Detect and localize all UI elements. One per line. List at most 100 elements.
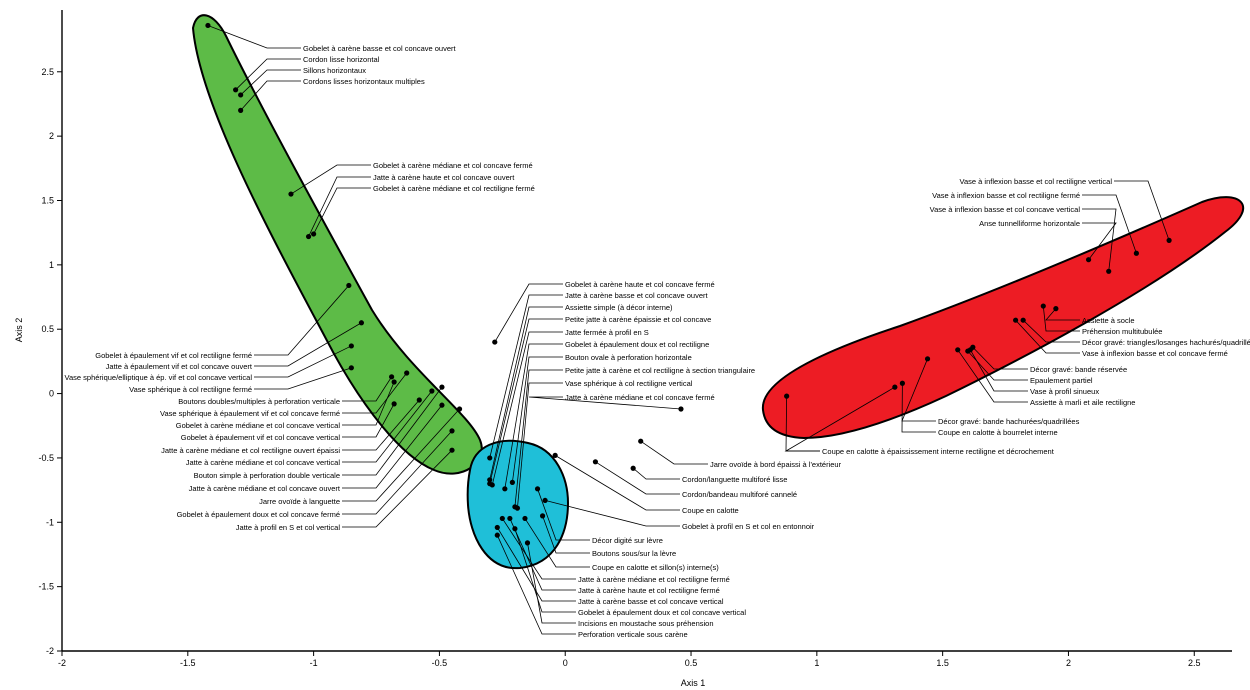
axes [61, 10, 1232, 652]
y-tick-label: 1 [49, 260, 54, 270]
cyan-data-point [502, 486, 508, 492]
green-data-point [416, 397, 422, 403]
point-label: Assiette à socle [1082, 316, 1135, 325]
leader-line [496, 527, 576, 602]
point-label: Jatte à carène médiane et col concave ou… [189, 484, 341, 493]
point-label: Gobelet à carène haute et col concave fe… [565, 280, 715, 289]
point-label: Vase à inflexion basse et col rectiligne… [932, 191, 1080, 200]
leader-line [972, 346, 1028, 370]
green-data-point [233, 87, 239, 93]
red-data-point [1040, 303, 1046, 309]
point-label: Jarre ovoïde à languette [259, 497, 340, 506]
cyan-data-point [499, 515, 505, 522]
axis-ticks: -2 -1.5 -1 -0.5 0 0.5 1 1.5 2 2.5 -2 -1.5 -1 -0.5 0 0.5… [38, 67, 1200, 668]
point-label: Coupe en calotte à épaississement intern… [822, 447, 1055, 456]
green-data-point [439, 402, 445, 408]
leader-line [501, 518, 576, 580]
leader-line [785, 396, 820, 452]
point-label: Bouton ovale à perforation horizontale [565, 353, 692, 362]
data-points [205, 22, 1172, 546]
x-tick-label: 2.5 [1188, 658, 1201, 668]
red-data-point [1133, 250, 1139, 256]
point-label: Jatte fermée à profil en S [565, 328, 649, 337]
red-data-point [1085, 257, 1092, 263]
leader-line [544, 500, 680, 527]
green-data-point [348, 343, 354, 349]
point-label: Coupe en calotte à bourrelet interne [938, 428, 1058, 437]
point-label: Vase sphérique/elliptique à ép. vif et c… [65, 373, 253, 382]
leader-line [542, 515, 590, 554]
leader-line [1082, 208, 1117, 272]
point-label: Préhension multitubulée [1082, 327, 1162, 336]
point-label: Assiette à marli et aile rectiligne [1030, 398, 1135, 407]
point-labels: Gobelet à carène basse et col concave ou… [65, 44, 1250, 639]
leader-line [1082, 194, 1137, 254]
red-data-point [892, 384, 898, 390]
x-tick-label: 1.5 [936, 658, 949, 668]
green-data-point [238, 92, 244, 98]
point-label: Gobelet à épaulement vif et col concave … [181, 433, 341, 442]
cyan-data-point [552, 452, 558, 458]
y-tick-label: -2 [46, 646, 54, 656]
point-label: Perforation verticale sous carène [578, 630, 688, 639]
leader-line [901, 383, 936, 433]
green-data-point [391, 379, 397, 385]
leader-line [342, 403, 395, 438]
point-label: Gobelet à carène médiane et col concave … [176, 421, 341, 430]
leader-line [342, 390, 433, 463]
point-label: Bouton simple à perforation double verti… [194, 471, 340, 480]
green-data-point [311, 231, 317, 237]
green-cluster-hull [191, 14, 483, 475]
green-data-point [288, 191, 294, 197]
point-label: Petite jatte à carène et col rectiligne … [565, 366, 755, 375]
cyan-data-point [512, 526, 518, 532]
leader-line [509, 518, 576, 591]
red-data-point [1166, 237, 1172, 243]
leader-line [640, 440, 708, 465]
y-tick-label: -1 [46, 517, 54, 527]
leader-line [1114, 180, 1170, 241]
cyan-data-point [522, 515, 528, 522]
cyan-data-point [539, 513, 546, 519]
cyan-data-point [492, 339, 498, 345]
red-data-point [1053, 306, 1059, 312]
leader-line [254, 322, 362, 367]
y-tick-label: 0 [49, 389, 54, 399]
point-label: Boutons sous/sur la lèvre [592, 549, 676, 558]
point-label: Cordons lisses horizontaux multiples [303, 77, 425, 86]
point-label: Vase à profil sinueux [1030, 387, 1099, 396]
leader-line [504, 343, 563, 489]
leader-line [489, 306, 563, 480]
leader-line [342, 381, 395, 426]
leader-line [342, 408, 460, 502]
cyan-data-point [494, 524, 500, 531]
red-data-point [1020, 317, 1026, 323]
point-label: Jatte à carène haute et col rectiligne f… [578, 586, 720, 595]
leader-line [290, 164, 371, 195]
leader-line [537, 488, 590, 541]
leader-line [511, 356, 563, 483]
leader-line [240, 69, 301, 96]
leader-line [1042, 306, 1080, 332]
leader-line [514, 528, 576, 613]
leader-line [254, 285, 350, 356]
leader-line [491, 331, 563, 486]
red-data-point [1013, 317, 1019, 323]
cyan-data-point [630, 465, 636, 471]
point-label: Vase sphérique à col rectiligne vertical [565, 379, 693, 388]
point-label: Vase sphérique à épaulement vif et col c… [160, 409, 340, 418]
cyan-data-point [489, 482, 495, 488]
cyan-data-point [494, 532, 500, 538]
cyan-data-point [542, 497, 548, 504]
green-data-point [389, 374, 395, 380]
point-label: Gobelet à épaulement doux et col concave… [578, 608, 746, 617]
x-axis-label: Axis 1 [681, 678, 706, 688]
point-label: Gobelet à carène médiane et col rectilig… [373, 184, 535, 193]
leader-line [207, 25, 301, 49]
point-label: Jatte à profil en S et col vertical [236, 523, 341, 532]
cyan-data-point [592, 459, 599, 465]
red-data-point [1106, 268, 1112, 274]
y-tick-label: 2.5 [41, 67, 54, 77]
leader-line [554, 455, 680, 511]
